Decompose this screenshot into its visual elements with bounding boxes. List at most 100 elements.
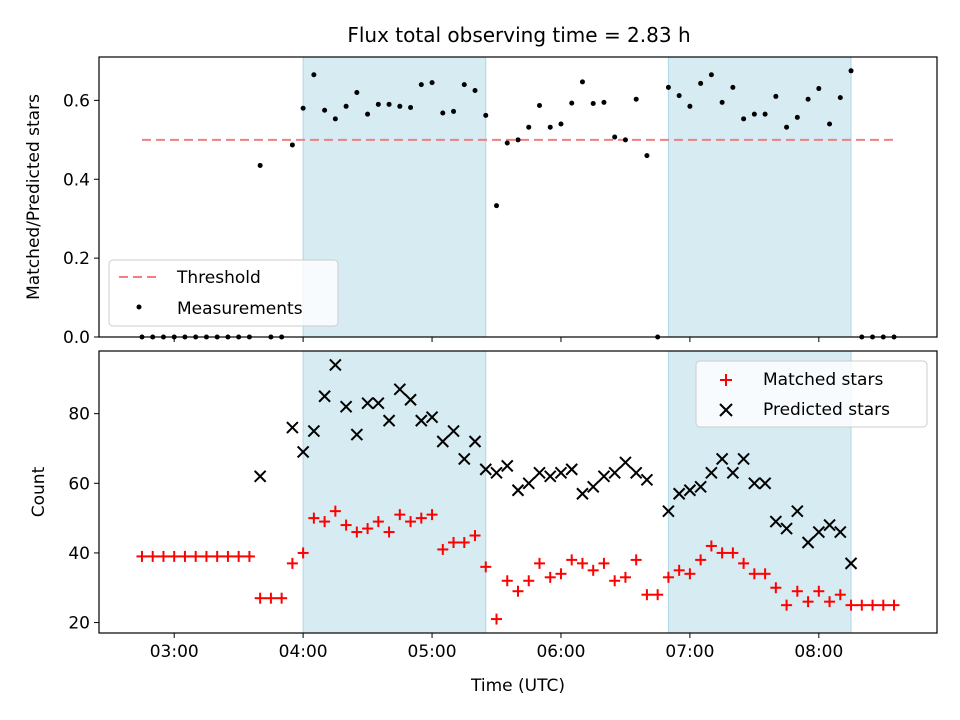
measurement-point	[569, 100, 575, 106]
bottom-legend-label-predicted: Predicted stars	[763, 400, 890, 420]
measurement-point	[289, 142, 295, 148]
predicted-star-point	[694, 480, 707, 493]
predicted-star-point	[565, 463, 578, 476]
predicted-star-point	[425, 410, 439, 424]
measurement-point	[257, 162, 263, 168]
measurement-points	[139, 68, 897, 340]
matched-star-point	[469, 530, 481, 542]
predicted-star-point	[844, 557, 858, 570]
predicted-star-point	[823, 518, 836, 532]
matched-star-point	[222, 550, 234, 562]
matched-star-point	[845, 599, 857, 611]
matched-star-point	[609, 575, 621, 587]
measurement-point	[622, 137, 628, 143]
predicted-star-point	[511, 484, 525, 497]
matched-star-point	[426, 509, 438, 521]
measurement-point	[461, 82, 467, 88]
predicted-star-point	[544, 470, 557, 483]
matched-star-point	[319, 516, 331, 528]
matched-star-point	[834, 589, 846, 601]
predicted-star-point	[458, 452, 471, 466]
chart-title: Flux total observing time = 2.83 h	[347, 23, 690, 47]
measurement-point	[762, 111, 768, 117]
matched-star-point	[362, 523, 374, 535]
measurement-point	[418, 82, 424, 88]
matched-star-point	[598, 557, 610, 569]
matched-star-point	[383, 526, 395, 538]
measurement-point	[633, 96, 639, 102]
predicted-star-point	[415, 414, 428, 427]
matched-star-point	[705, 540, 717, 552]
predicted-star-point	[683, 484, 697, 497]
predicted-star-point	[705, 466, 718, 480]
measurement-point	[837, 95, 843, 101]
top-y-axis-label: Matched/Predicted stars	[24, 94, 44, 300]
top-x-ticks	[173, 337, 820, 342]
measurement-point	[612, 134, 618, 140]
matched-stars-legend-swatch	[720, 374, 732, 386]
predicted-star-point	[608, 466, 621, 480]
predicted-star-point	[812, 525, 826, 539]
predicted-star-point	[436, 435, 450, 448]
top-panel: 0.0 0.2 0.4 0.6 Matched/Predicted stars Thr…	[24, 56, 938, 348]
predicted-star-point	[501, 459, 514, 473]
matched-star-point	[265, 592, 277, 604]
predicted-star-point	[769, 515, 783, 528]
predicted-star-point	[329, 358, 342, 372]
matched-star-point	[716, 547, 728, 559]
predicted-star-point	[382, 414, 396, 427]
measurement-point	[451, 108, 457, 114]
predicted-star-point	[253, 470, 267, 483]
measurement-point	[816, 86, 822, 92]
matched-star-point	[491, 613, 503, 625]
predicted-star-point	[350, 428, 364, 441]
bottom-y-tick-label: 60	[68, 474, 90, 494]
bottom-y-tick-label: 80	[68, 405, 90, 425]
matched-star-point	[630, 554, 642, 566]
matched-star-point	[748, 568, 760, 580]
top-y-tick-label: 0.2	[63, 249, 90, 269]
top-legend: Threshold Measurements	[108, 259, 339, 327]
matched-star-point	[147, 550, 159, 562]
matched-star-point	[791, 585, 803, 597]
matched-star-point	[566, 554, 578, 566]
matched-star-point	[619, 571, 631, 583]
predicted-star-point	[662, 504, 675, 518]
bottom-x-ticks: 03:00 04:00 05:00 06:00 07:00 08:00	[150, 633, 843, 662]
predicted-star-point	[372, 397, 385, 410]
measurement-point	[665, 84, 671, 90]
matched-star-point	[555, 568, 567, 580]
predicted-star-point	[586, 480, 600, 493]
matched-star-point	[458, 536, 470, 548]
measurement-point	[773, 93, 779, 99]
measurement-point	[590, 101, 596, 107]
predicted-star-point	[490, 466, 503, 480]
top-legend-box	[108, 259, 339, 327]
matched-star-point	[415, 512, 427, 524]
measurement-point	[547, 124, 553, 130]
matched-star-point	[802, 596, 814, 608]
shaded-region-2	[668, 57, 852, 337]
matched-star-point	[233, 550, 245, 562]
bottom-legend-label-matched: Matched stars	[763, 370, 883, 390]
measurement-point	[676, 93, 682, 99]
predicted-star-point	[447, 424, 460, 438]
top-y-ticks: 0.0 0.2 0.4 0.6	[63, 91, 99, 348]
x-axis-label: Time (UTC)	[470, 676, 565, 696]
matched-star-point	[168, 550, 180, 562]
matched-star-point	[340, 519, 352, 531]
predicted-star-point	[791, 504, 804, 518]
matched-star-point	[243, 550, 255, 562]
matched-star-point	[738, 557, 750, 569]
matched-star-point	[673, 564, 685, 576]
matched-star-point	[480, 561, 492, 573]
measurement-point	[494, 203, 500, 209]
predicted-star-point	[801, 536, 815, 549]
measurement-point	[343, 103, 349, 109]
measurement-point	[751, 111, 757, 117]
measurement-point	[322, 107, 328, 113]
measurement-point	[440, 110, 446, 116]
measurement-point	[311, 72, 317, 78]
predicted-star-point	[672, 487, 686, 500]
bottom-x-tick-label: 08:00	[794, 642, 843, 662]
